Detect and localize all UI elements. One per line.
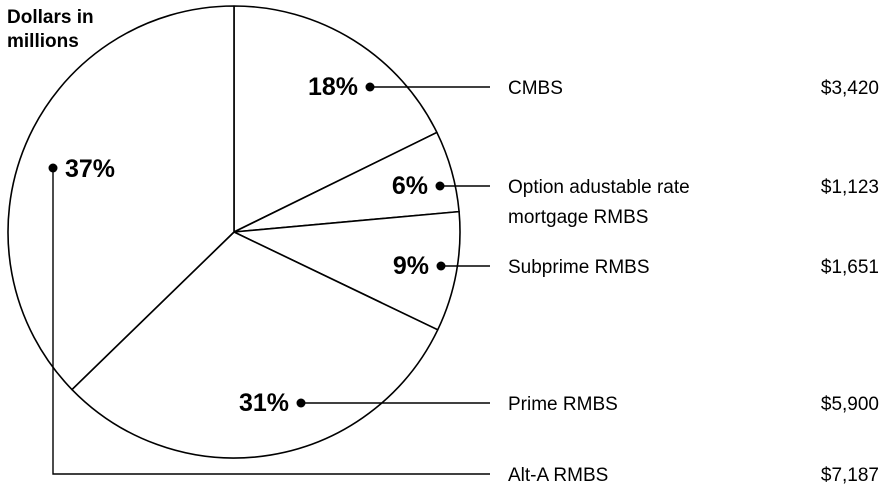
slice-label-2-line-1: Option adustable rate: [508, 177, 690, 198]
anchor-dot-5: [48, 163, 58, 173]
percent-label-1: 18%: [308, 73, 358, 101]
value-label-5: $7,187: [821, 465, 879, 486]
percent-label-2: 6%: [392, 172, 428, 200]
leader-line-5: [52, 168, 490, 475]
anchor-dot-2: [435, 181, 445, 191]
unit-label-line-2: millions: [7, 31, 79, 52]
pie-slice-3: [233, 210, 461, 331]
percent-label-4: 31%: [239, 389, 289, 417]
anchor-dot-1: [365, 82, 375, 92]
percent-label-3: 9%: [393, 252, 429, 280]
slice-label-3: Subprime RMBS: [508, 257, 650, 278]
value-label-1: $3,420: [821, 78, 879, 99]
value-label-2: $1,123: [821, 177, 879, 198]
unit-label: Dollars in millions: [7, 6, 94, 54]
value-label-4: $5,900: [821, 394, 879, 415]
unit-label-line-1: Dollars in: [7, 7, 94, 28]
percent-label-5: 37%: [65, 155, 115, 183]
pie-slice-4: [71, 231, 439, 459]
slice-label-2-line-2: mortgage RMBS: [508, 207, 648, 228]
anchor-dot-3: [436, 261, 446, 271]
pie-slice-1: [233, 5, 438, 233]
slice-label-4: Prime RMBS: [508, 394, 618, 415]
slice-label-1: CMBS: [508, 78, 563, 99]
pie-slice-5: [7, 5, 235, 391]
slice-label-5: Alt-A RMBS: [508, 465, 608, 486]
anchor-dot-4: [296, 398, 306, 408]
value-label-3: $1,651: [821, 257, 879, 278]
